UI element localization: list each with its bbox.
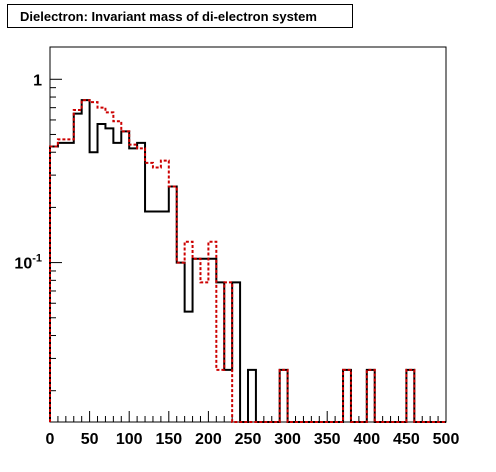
x-tick-label: 100 [116, 431, 143, 448]
tick-labels: 0 50 100 150 200 250 300 350 400 450 500 1 10-1 [14, 72, 459, 448]
x-tick-label: 250 [235, 431, 262, 448]
y-tick-label: 1 [33, 72, 42, 89]
histogram-series-2 [49, 99, 446, 423]
chart-title: Dielectron: Invariant mass of di-electro… [7, 4, 353, 28]
x-tick-label: 450 [393, 431, 420, 448]
x-tick-label: 350 [314, 431, 341, 448]
x-tick-label: 50 [81, 431, 99, 448]
plot-frame [49, 46, 447, 423]
series-layer [49, 99, 446, 423]
x-tick-label: 200 [195, 431, 222, 448]
x-tick-label: 400 [353, 431, 380, 448]
x-tick-label: 0 [46, 431, 55, 448]
y-tick-label: 10-1 [14, 253, 42, 273]
x-tick-label: 300 [274, 431, 301, 448]
x-tick-label: 500 [433, 431, 460, 448]
x-tick-label: 150 [155, 431, 182, 448]
